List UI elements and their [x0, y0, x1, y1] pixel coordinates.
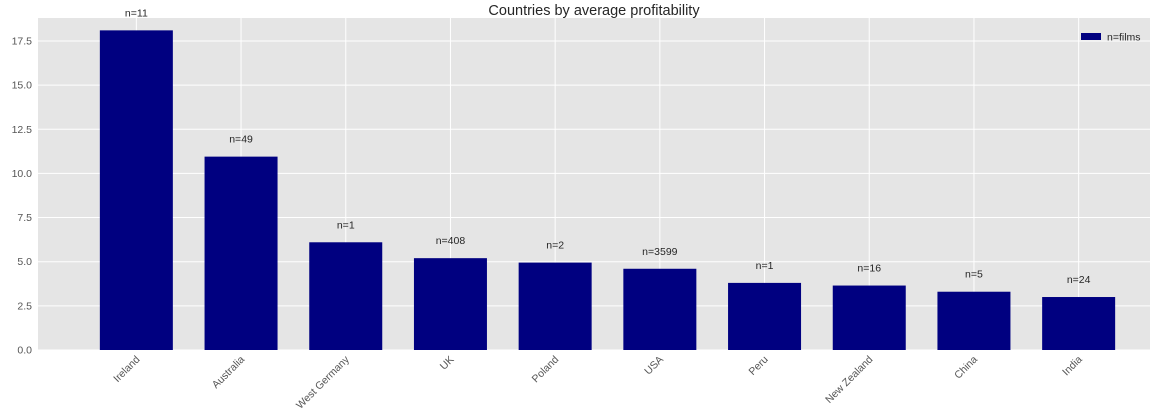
bar-new-zealand	[832, 285, 906, 350]
x-tick-label: Peru	[746, 354, 770, 378]
data-label: n=16	[857, 263, 881, 275]
x-tick-label: Ireland	[111, 354, 142, 385]
data-label: n=3599	[642, 246, 677, 258]
y-axis-ticks: 0.0 2.5 5.0 7.5 10.0 12.5 15.0 17.5	[12, 35, 33, 356]
bar-west-germany	[309, 242, 383, 350]
y-tick-label: 2.5	[17, 300, 32, 312]
bars-layer	[99, 30, 1116, 351]
data-labels-layer: n=11 n=49 n=1 n=408 n=2 n=3599 n=1 n=16 n=5 n=24	[125, 7, 1091, 286]
chart-title: Countries by average profitability	[488, 3, 700, 19]
bar-ireland	[99, 30, 173, 351]
bar-china	[937, 291, 1011, 350]
bar-peru	[728, 282, 802, 350]
bar-uk	[413, 258, 487, 350]
data-label: n=408	[436, 235, 466, 247]
bar-india	[1042, 297, 1116, 350]
bar-poland	[518, 262, 592, 350]
legend-label: n=films	[1107, 32, 1141, 44]
data-label: n=5	[965, 269, 983, 281]
x-axis-ticks: Ireland Australia West Germany UK Poland USA P…	[111, 353, 1085, 411]
data-label: n=1	[756, 260, 774, 272]
x-tick-label: UK	[438, 354, 457, 373]
data-label: n=49	[229, 134, 253, 146]
x-tick-label: India	[1060, 354, 1085, 379]
bar-usa	[623, 268, 697, 350]
y-tick-label: 17.5	[12, 35, 33, 47]
y-tick-label: 15.0	[12, 80, 33, 92]
y-tick-label: 10.0	[12, 168, 33, 180]
y-tick-label: 0.0	[17, 345, 32, 357]
data-label: n=1	[337, 219, 355, 231]
data-label: n=2	[546, 240, 564, 252]
data-label: n=24	[1067, 274, 1091, 286]
y-tick-label: 7.5	[17, 212, 32, 224]
legend-swatch	[1081, 33, 1101, 40]
x-tick-label: USA	[642, 354, 666, 378]
x-tick-label: Australia	[210, 354, 247, 391]
y-tick-label: 5.0	[17, 256, 32, 268]
x-tick-label: China	[952, 354, 980, 382]
legend: n=films	[1081, 32, 1141, 44]
x-tick-label: West Germany	[294, 353, 352, 411]
data-label: n=11	[125, 7, 148, 19]
x-tick-label: New Zealand	[823, 354, 875, 406]
bar-australia	[204, 156, 278, 350]
y-tick-label: 12.5	[12, 124, 33, 136]
x-tick-label: Poland	[530, 354, 562, 386]
